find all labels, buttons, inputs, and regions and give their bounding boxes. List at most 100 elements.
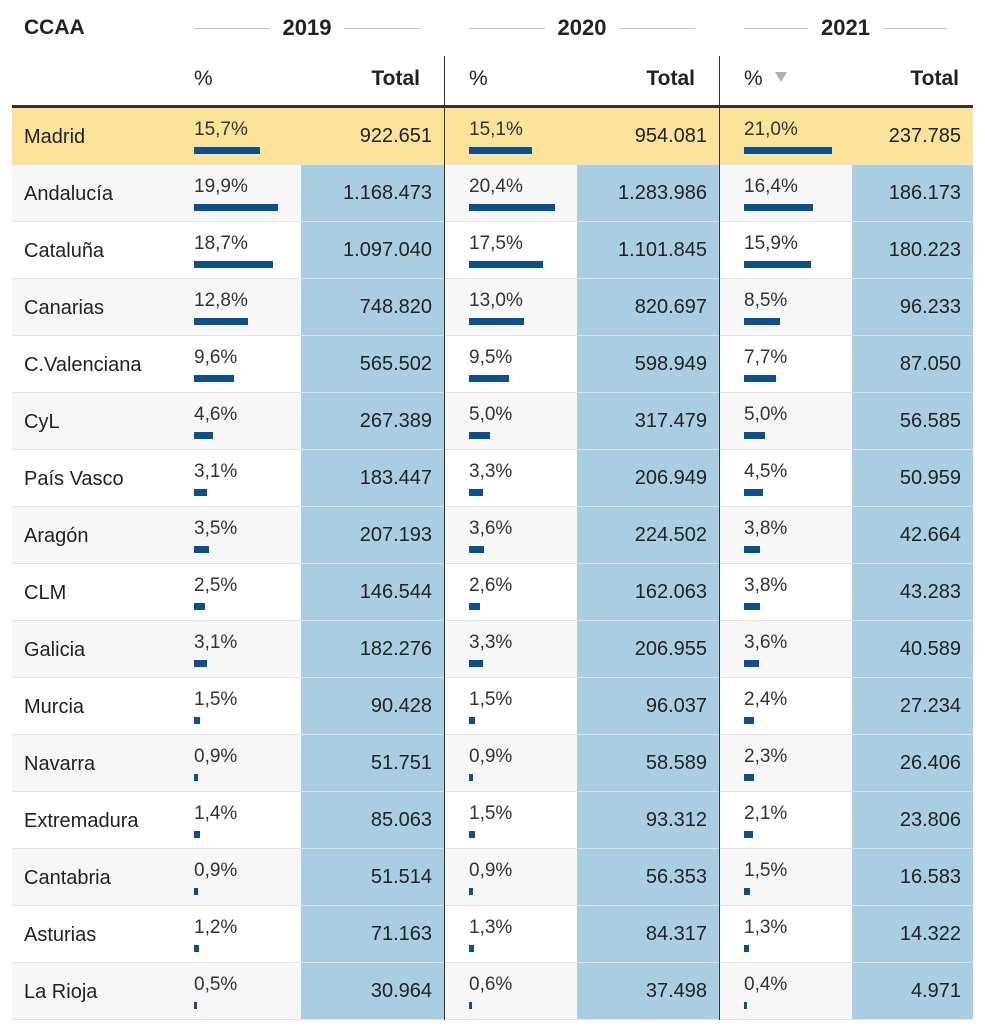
pct-cell: 13,0%: [469, 279, 569, 335]
total-value: 16.583: [899, 866, 961, 888]
table-row[interactable]: CyL 267.389 4,6% 317.479 5,0% 56.585 5,0%: [12, 393, 973, 450]
total-value: 1.101.845: [618, 239, 707, 261]
total-cell: 186.173: [852, 165, 973, 221]
pct-cell: 15,7%: [194, 108, 294, 164]
total-cell: 565.502: [301, 336, 444, 392]
pct-cell: 3,1%: [194, 621, 294, 677]
pct-bar: [194, 603, 205, 610]
column-header-row: % Total % Total % Total: [0, 56, 985, 106]
pct-value: 5,0%: [744, 404, 788, 425]
year-label-2020: 2020: [557, 15, 607, 40]
ccaa-name: País Vasco: [24, 468, 124, 490]
table-row[interactable]: Murcia 90.428 1,5% 96.037 1,5% 27.234 2,4%: [12, 678, 973, 735]
pct-bar: [469, 717, 475, 724]
total-cell: 96.037: [577, 678, 719, 734]
pct-bar: [194, 888, 198, 895]
col-header-2019-total[interactable]: Total: [371, 67, 420, 90]
pct-cell: 21,0%: [744, 108, 844, 164]
column-divider: [444, 56, 445, 1020]
pct-value: 0,9%: [194, 746, 238, 767]
pct-cell: 4,6%: [194, 393, 294, 449]
pct-value: 3,3%: [469, 632, 513, 653]
total-value: 56.353: [645, 866, 707, 888]
ccaa-header[interactable]: CCAA: [24, 16, 85, 39]
pct-bar: [744, 318, 780, 325]
table-row[interactable]: Asturias 71.163 1,2% 84.317 1,3% 14.322 1,3%: [12, 906, 973, 963]
total-cell: 16.583: [852, 849, 973, 905]
pct-cell: 1,2%: [194, 906, 294, 962]
total-cell: 27.234: [852, 678, 973, 734]
total-value: 820.697: [634, 296, 707, 318]
total-cell: 180.223: [852, 222, 973, 278]
pct-cell: 0,9%: [469, 849, 569, 905]
ccaa-name: La Rioja: [24, 981, 98, 1003]
total-cell: 96.233: [852, 279, 973, 335]
pct-value: 2,5%: [194, 575, 238, 596]
year-label-2019: 2019: [282, 15, 332, 40]
total-cell: 37.498: [577, 963, 719, 1019]
pct-cell: 1,5%: [469, 792, 569, 848]
header-divider: [12, 105, 973, 108]
ccaa-name: Canarias: [24, 297, 105, 319]
pct-value: 15,1%: [469, 119, 523, 140]
col-header-2021-pct[interactable]: %: [744, 67, 787, 123]
total-cell: 71.163: [301, 906, 444, 962]
pct-value: 8,5%: [744, 290, 788, 311]
pct-bar: [469, 945, 474, 952]
pct-cell: 3,5%: [194, 507, 294, 563]
ccaa-name: Aragón: [24, 525, 89, 547]
pct-bar: [744, 432, 765, 439]
table-row[interactable]: Galicia 182.276 3,1% 206.955 3,3% 40.589 3,6%: [12, 621, 973, 678]
table-row[interactable]: Aragón 207.193 3,5% 224.502 3,6% 42.664 3,8%: [12, 507, 973, 564]
pct-cell: 3,6%: [744, 621, 844, 677]
table-row[interactable]: País Vasco 183.447 3,1% 206.949 3,3% 50.959 4,…: [12, 450, 973, 507]
ccaa-name: Andalucía: [24, 183, 113, 205]
total-cell: 23.806: [852, 792, 973, 848]
pct-cell: 2,3%: [744, 735, 844, 791]
table-row[interactable]: Madrid 922.651 15,7% 954.081 15,1% 237.785 21,…: [12, 108, 973, 165]
sort-desc-icon[interactable]: [774, 72, 787, 83]
pct-cell: 2,4%: [744, 678, 844, 734]
divider: [882, 27, 948, 29]
table-row[interactable]: Andalucía 1.168.473 19,9% 1.283.986 20,4% 186…: [12, 165, 973, 222]
col-header-2020-pct[interactable]: %: [469, 67, 488, 90]
table-row[interactable]: La Rioja 30.964 0,5% 37.498 0,6% 4.971 0,4%: [12, 963, 973, 1020]
pct-value: 1,5%: [744, 860, 788, 881]
total-cell: 40.589: [852, 621, 973, 677]
pct-bar: [194, 831, 200, 838]
pct-value: 2,3%: [744, 746, 788, 767]
pct-cell: 3,3%: [469, 450, 569, 506]
pct-cell: 7,7%: [744, 336, 844, 392]
col-header-2019-pct[interactable]: %: [194, 67, 213, 90]
total-value: 42.664: [899, 524, 961, 546]
table-row[interactable]: CLM 146.544 2,5% 162.063 2,6% 43.283 3,8%: [12, 564, 973, 621]
pct-value: 15,9%: [744, 233, 798, 254]
col-header-2020-total[interactable]: Total: [646, 67, 695, 90]
column-divider: [719, 56, 720, 1020]
pct-value: 12,8%: [194, 290, 248, 311]
pct-value: 17,5%: [469, 233, 523, 254]
total-cell: 30.964: [301, 963, 444, 1019]
table-row[interactable]: Extremadura 85.063 1,4% 93.312 1,5% 23.806 2,1…: [12, 792, 973, 849]
total-cell: 207.193: [301, 507, 444, 563]
pct-value: 19,9%: [194, 176, 248, 197]
pct-cell: 3,6%: [469, 507, 569, 563]
table-row[interactable]: Cataluña 1.097.040 18,7% 1.101.845 17,5% 180.…: [12, 222, 973, 279]
pct-bar: [194, 774, 198, 781]
table-row[interactable]: Canarias 748.820 12,8% 820.697 13,0% 96.233 8,…: [12, 279, 973, 336]
col-header-2021-total[interactable]: Total: [910, 67, 959, 90]
total-cell: 1.101.845: [577, 222, 719, 278]
pct-bar: [194, 945, 199, 952]
pct-value: 3,8%: [744, 575, 788, 596]
pct-bar: [469, 147, 532, 154]
pct-cell: 3,8%: [744, 507, 844, 563]
total-value: 23.806: [899, 809, 961, 831]
table-row[interactable]: C.Valenciana 565.502 9,6% 598.949 9,5% 87.050…: [12, 336, 973, 393]
pct-value: 1,4%: [194, 803, 238, 824]
table-row[interactable]: Cantabria 51.514 0,9% 56.353 0,9% 16.583 1,5%: [12, 849, 973, 906]
total-cell: 182.276: [301, 621, 444, 677]
total-value: 565.502: [359, 353, 432, 375]
table-row[interactable]: Navarra 51.751 0,9% 58.589 0,9% 26.406 2,3%: [12, 735, 973, 792]
total-value: 51.514: [370, 866, 432, 888]
pct-bar: [744, 375, 776, 382]
